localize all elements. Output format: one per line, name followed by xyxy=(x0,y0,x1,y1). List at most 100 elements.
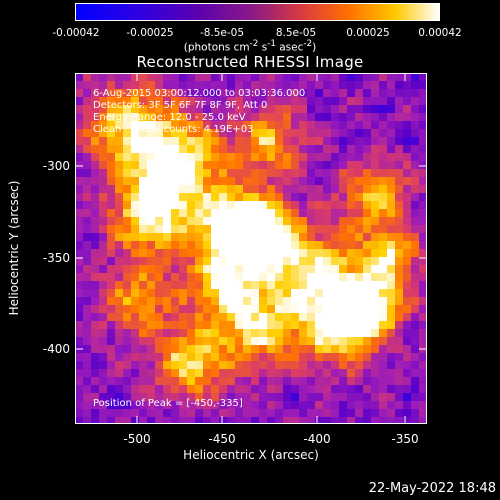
image-pixel xyxy=(283,393,292,402)
image-pixel xyxy=(387,89,396,98)
image-pixel xyxy=(219,329,228,338)
image-pixel xyxy=(155,209,164,218)
image-pixel xyxy=(419,209,427,218)
image-pixel xyxy=(307,97,316,106)
image-pixel xyxy=(347,209,356,218)
image-pixel xyxy=(131,81,140,90)
image-pixel xyxy=(363,401,372,410)
image-pixel xyxy=(395,233,404,242)
image-pixel xyxy=(123,201,132,210)
image-pixel xyxy=(203,281,212,290)
image-pixel xyxy=(147,281,156,290)
image-pixel xyxy=(187,97,196,106)
image-pixel xyxy=(227,225,236,234)
image-pixel xyxy=(275,329,284,338)
image-pixel xyxy=(75,105,84,114)
image-pixel xyxy=(419,97,427,106)
image-pixel xyxy=(163,265,172,274)
image-pixel xyxy=(131,417,140,424)
image-pixel xyxy=(267,337,276,346)
y-tick-label: -300 xyxy=(42,159,70,173)
image-pixel xyxy=(99,241,108,250)
image-pixel xyxy=(275,169,284,178)
image-pixel xyxy=(179,401,188,410)
image-pixel xyxy=(83,185,92,194)
image-pixel xyxy=(283,297,292,306)
image-pixel xyxy=(331,385,340,394)
image-pixel xyxy=(155,145,164,154)
image-pixel xyxy=(275,273,284,282)
image-pixel xyxy=(155,305,164,314)
image-pixel xyxy=(243,353,252,362)
image-pixel xyxy=(147,169,156,178)
image-pixel xyxy=(219,145,228,154)
image-pixel xyxy=(179,377,188,386)
image-pixel xyxy=(307,113,316,122)
image-pixel xyxy=(91,385,100,394)
image-pixel xyxy=(75,129,84,138)
image-pixel xyxy=(363,201,372,210)
image-pixel xyxy=(323,225,332,234)
image-pixel xyxy=(283,113,292,122)
image-pixel xyxy=(235,361,244,370)
image-pixel xyxy=(75,209,84,218)
image-pixel xyxy=(83,145,92,154)
image-pixel xyxy=(227,305,236,314)
image-pixel xyxy=(91,209,100,218)
image-pixel xyxy=(163,337,172,346)
image-pixel xyxy=(83,401,92,410)
image-pixel xyxy=(99,385,108,394)
image-pixel xyxy=(171,329,180,338)
image-pixel xyxy=(379,153,388,162)
image-pixel xyxy=(91,273,100,282)
image-pixel xyxy=(155,129,164,138)
image-pixel xyxy=(227,417,236,424)
image-pixel xyxy=(115,161,124,170)
image-pixel xyxy=(187,161,196,170)
image-pixel xyxy=(139,217,148,226)
image-pixel xyxy=(259,81,268,90)
image-pixel xyxy=(251,217,260,226)
image-pixel xyxy=(275,265,284,274)
image-pixel xyxy=(315,113,324,122)
image-pixel xyxy=(331,241,340,250)
image-pixel xyxy=(355,153,364,162)
image-pixel xyxy=(267,401,276,410)
image-pixel xyxy=(291,409,300,418)
image-pixel xyxy=(371,409,380,418)
image-pixel xyxy=(403,321,412,330)
image-pixel xyxy=(243,105,252,114)
image-pixel xyxy=(299,417,308,424)
image-pixel xyxy=(123,161,132,170)
image-pixel xyxy=(259,417,268,424)
image-pixel xyxy=(227,193,236,202)
image-pixel xyxy=(155,249,164,258)
image-pixel xyxy=(371,353,380,362)
image-pixel xyxy=(307,305,316,314)
image-pixel xyxy=(163,193,172,202)
image-pixel xyxy=(315,377,324,386)
image-pixel xyxy=(219,137,228,146)
image-pixel xyxy=(235,337,244,346)
image-pixel xyxy=(275,177,284,186)
image-pixel xyxy=(179,265,188,274)
image-pixel xyxy=(275,337,284,346)
image-pixel xyxy=(131,329,140,338)
image-pixel xyxy=(363,273,372,282)
image-pixel xyxy=(147,81,156,90)
image-pixel xyxy=(275,129,284,138)
image-pixel xyxy=(275,401,284,410)
image-pixel xyxy=(155,225,164,234)
image-pixel xyxy=(235,313,244,322)
image-pixel xyxy=(395,177,404,186)
image-pixel xyxy=(107,417,116,424)
image-pixel xyxy=(75,89,84,98)
image-pixel xyxy=(291,73,300,82)
image-pixel xyxy=(195,97,204,106)
image-pixel xyxy=(123,129,132,138)
image-pixel xyxy=(91,377,100,386)
image-pixel xyxy=(419,105,427,114)
image-pixel xyxy=(83,121,92,130)
image-pixel xyxy=(275,153,284,162)
image-pixel xyxy=(355,345,364,354)
